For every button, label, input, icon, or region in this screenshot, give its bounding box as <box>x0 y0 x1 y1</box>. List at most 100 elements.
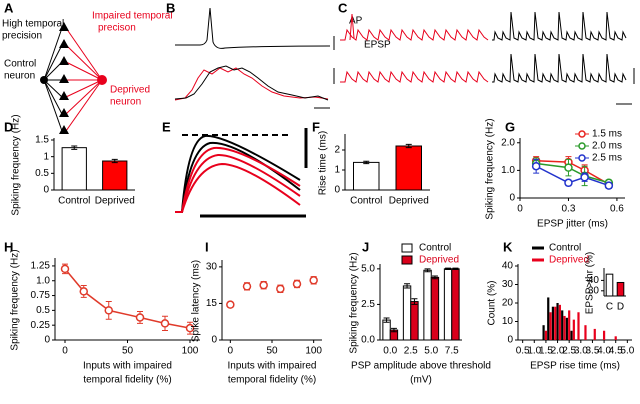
x-tick-label: 0.0 <box>383 346 397 357</box>
y-axis-label: EPSP>thr (%) <box>585 252 596 315</box>
point <box>135 313 145 322</box>
y-tick-label: 2.5 <box>361 299 375 310</box>
point <box>104 306 113 315</box>
bar <box>554 306 557 340</box>
y-axis-label: Spiking frequency (Hz) <box>349 252 360 353</box>
legend-label: Deprived <box>419 255 459 266</box>
y-tick-label: 0.25 <box>31 320 51 331</box>
point <box>564 163 573 172</box>
point <box>242 282 252 291</box>
panel-label: F <box>312 119 320 134</box>
y-tick-label: 15 <box>206 298 218 309</box>
x-axis-label: EPSP jitter (ms) <box>537 219 608 230</box>
error-bar <box>383 317 390 323</box>
y-tick-label: 0 <box>43 185 49 196</box>
y-tick-label: 0.0 <box>361 335 375 346</box>
bar <box>563 315 566 340</box>
bar <box>102 160 128 191</box>
diagram-text: Control <box>4 59 36 70</box>
trace <box>340 28 489 41</box>
legend-label: 1.5 ms <box>592 129 622 140</box>
bar <box>556 303 559 340</box>
y-tick-label: 2 <box>334 145 340 156</box>
y-tick-label: 1.0 <box>36 275 50 286</box>
y-tick-label: 0.5 <box>35 168 49 179</box>
bar <box>568 310 571 340</box>
point <box>185 323 195 333</box>
y-tick-label: 1.5 <box>35 135 49 146</box>
panel-label: G <box>505 119 515 134</box>
line <box>536 159 610 185</box>
bar <box>395 145 422 191</box>
legend-marker <box>578 142 586 150</box>
input-neurons <box>59 22 69 134</box>
panel-label: E <box>162 119 171 134</box>
trace <box>175 7 331 49</box>
x-tick-label: 0 <box>517 204 523 215</box>
x-tick-label: 100 <box>305 346 322 357</box>
x-axis-label: PSP amplitude above threshold <box>351 361 491 372</box>
trace <box>492 11 627 41</box>
diagram-text: precision <box>2 31 42 42</box>
line <box>536 162 610 184</box>
panel-label: B <box>166 0 175 15</box>
error-bar <box>111 158 118 164</box>
bar <box>549 312 552 340</box>
point <box>564 178 573 188</box>
bar <box>61 147 87 191</box>
bar <box>382 319 391 341</box>
bar <box>561 310 564 340</box>
traces-e: E <box>162 119 308 218</box>
x-tick-label: 0 <box>228 346 234 357</box>
error-bar <box>363 160 370 165</box>
line <box>535 165 610 187</box>
deprived-connections <box>65 27 103 132</box>
panel-label: C <box>338 0 348 15</box>
error-bar <box>452 267 459 271</box>
bar <box>402 285 412 341</box>
x-tick-label: Control <box>350 196 382 207</box>
y-tick-label: 1.0 <box>501 165 515 176</box>
bar <box>584 325 587 340</box>
annotation: EPSP <box>364 40 391 51</box>
point <box>531 161 541 171</box>
trace <box>175 134 301 213</box>
trace <box>181 153 301 213</box>
bar <box>605 273 614 297</box>
y-tick-label: 2.0 <box>501 137 515 148</box>
point <box>309 276 318 285</box>
x-tick-label: 3.5 <box>585 346 599 357</box>
y-axis-label: Spiking frequency (Hz) <box>11 114 22 215</box>
deprived-neuron <box>97 75 107 85</box>
y-tick-label: 30 <box>502 279 514 290</box>
error-bar <box>71 145 78 150</box>
x-tick-label: 1.5 <box>539 346 553 357</box>
bar <box>542 325 545 340</box>
y-axis-label: Count (%) <box>487 280 498 325</box>
x-tick-label: 2.5 <box>404 346 418 357</box>
panel-label: J <box>362 239 369 254</box>
x-axis-label: EPSP rise time (ms) <box>530 361 620 372</box>
bar <box>410 301 419 341</box>
legend-label: Deprived <box>549 255 589 266</box>
x-tick-label: 4.0 <box>597 346 611 357</box>
y-tick-label: 40 <box>502 261 514 272</box>
panel-label: D <box>4 119 13 134</box>
x-tick-label: 0.6 <box>610 204 624 215</box>
diagram-text: precison <box>98 23 136 34</box>
bar <box>570 330 573 340</box>
y-tick-label: 0 <box>334 185 340 196</box>
trace <box>175 162 301 213</box>
bar <box>423 269 432 341</box>
bar <box>558 304 561 340</box>
y-axis-label: Spiking frequency (Hz) <box>10 249 21 350</box>
y-tick-label: 0 <box>44 335 50 346</box>
y-tick-label: 0 <box>507 335 513 346</box>
legend-marker <box>578 154 586 162</box>
bar <box>443 268 453 341</box>
y-tick-label: 40 <box>588 275 600 286</box>
y-tick-label: 0 <box>211 335 217 346</box>
y-tick-label: 1 <box>43 151 49 162</box>
